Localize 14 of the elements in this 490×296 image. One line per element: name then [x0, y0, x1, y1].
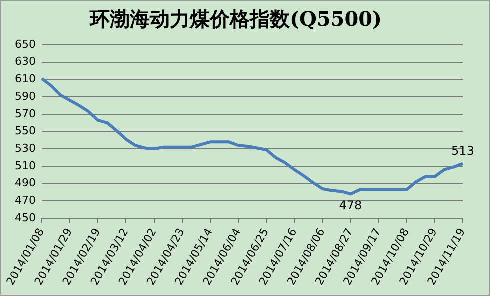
y-tick-label: 650	[14, 38, 36, 51]
y-tick-label: 550	[14, 124, 36, 138]
y-tick-label: 590	[14, 90, 36, 103]
y-tick-label: 470	[14, 194, 36, 208]
y-tick-label: 570	[14, 107, 36, 120]
y-tick-label: 610	[14, 72, 36, 86]
y-tick-label: 510	[14, 159, 36, 172]
y-tick-label: 530	[14, 142, 36, 155]
chart-title: 环渤海动力煤价格指数(Q5500)	[88, 7, 382, 32]
y-tick-label: 450	[14, 211, 36, 224]
data-label: 478	[339, 198, 362, 212]
y-tick-label: 630	[14, 55, 36, 68]
data-label: 513	[452, 144, 474, 158]
y-tick-label: 490	[14, 176, 36, 190]
